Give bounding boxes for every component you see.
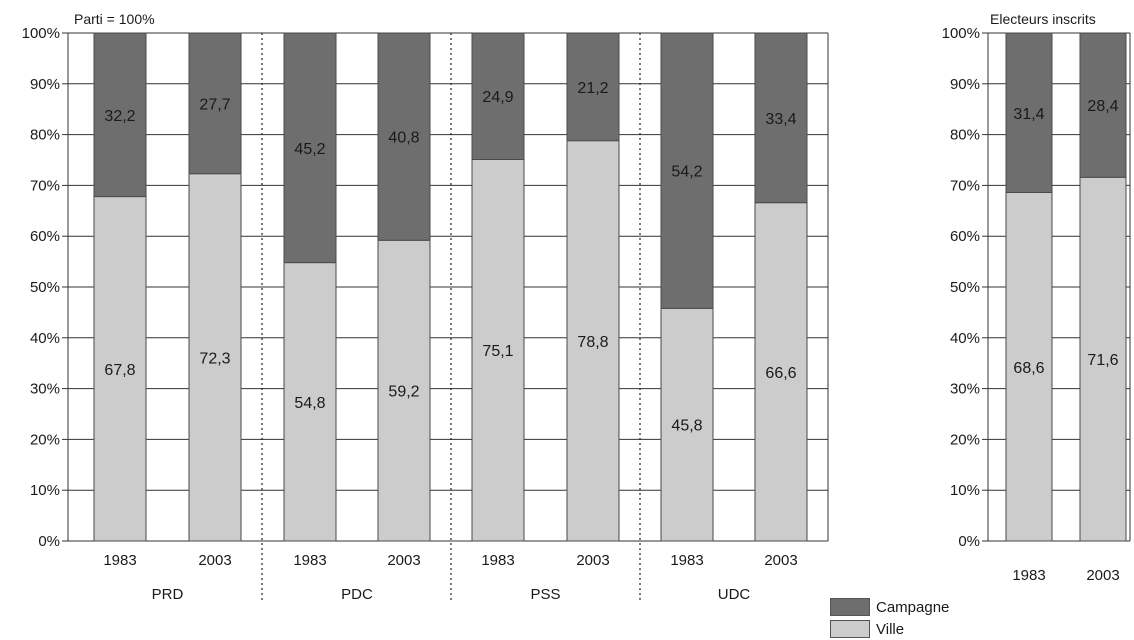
data-label-campagne: 32,2 <box>104 108 135 125</box>
y-tick-label: 0% <box>958 533 980 550</box>
group-label: PDC <box>341 586 373 600</box>
bar-campagne <box>754 32 808 204</box>
data-label-ville: 75,1 <box>482 343 513 360</box>
bar-ville <box>660 307 714 542</box>
y-tick-label: 60% <box>950 228 980 245</box>
legend-item-ville: Ville <box>830 618 949 640</box>
corner-label: Parti = 100% <box>74 11 155 27</box>
y-tick-label: 50% <box>950 279 980 296</box>
legend-swatch-ville <box>830 620 870 638</box>
group-label: PRD <box>152 586 184 600</box>
bar-campagne <box>471 32 525 160</box>
x-category-label: 1983 <box>293 552 326 569</box>
y-tick-label: 20% <box>950 431 980 448</box>
data-label-campagne: 21,2 <box>577 80 608 97</box>
y-tick-label: 10% <box>30 482 60 499</box>
bar-campagne <box>93 32 147 198</box>
data-label-ville: 67,8 <box>104 362 135 379</box>
y-tick-label: 30% <box>30 381 60 398</box>
y-tick-label: 0% <box>38 533 60 550</box>
x-category-label: 2003 <box>198 552 231 569</box>
bar-campagne <box>1005 32 1053 194</box>
data-label-ville: 68,6 <box>1013 360 1044 377</box>
x-category-label: 1983 <box>481 552 514 569</box>
x-category-label: 2003 <box>387 552 420 569</box>
legend-label-campagne: Campagne <box>876 598 950 616</box>
bar-campagne <box>1079 32 1127 178</box>
y-tick-label: 90% <box>950 76 980 93</box>
y-tick-label: 30% <box>950 381 980 398</box>
data-label-ville: 59,2 <box>388 384 419 401</box>
data-label-campagne: 31,4 <box>1013 106 1044 123</box>
data-label-campagne: 28,4 <box>1087 98 1118 115</box>
legend-label-ville: Ville <box>876 620 905 638</box>
y-tick-label: 70% <box>30 177 60 194</box>
y-tick-label: 40% <box>30 330 60 347</box>
legend-swatch-campagne <box>830 598 870 616</box>
y-tick-label: 20% <box>30 431 60 448</box>
bar-campagne <box>188 32 242 175</box>
y-tick-label: 90% <box>30 76 60 93</box>
data-label-campagne: 33,4 <box>765 111 796 128</box>
group-label: PSS <box>530 586 560 600</box>
x-category-label: 2003 <box>1086 567 1119 584</box>
bar-campagne <box>283 32 337 264</box>
y-tick-label: 60% <box>30 228 60 245</box>
data-label-ville: 66,6 <box>765 365 796 382</box>
data-label-campagne: 40,8 <box>388 130 419 147</box>
data-label-ville: 78,8 <box>577 334 608 351</box>
y-tick-label: 100% <box>22 25 60 42</box>
x-category-label: 1983 <box>670 552 703 569</box>
bar-ville <box>754 202 808 542</box>
bar-ville <box>471 158 525 542</box>
x-category-label: 2003 <box>764 552 797 569</box>
y-tick-label: 80% <box>30 127 60 144</box>
bar-ville <box>93 196 147 542</box>
y-tick-label: 80% <box>950 127 980 144</box>
bar-ville <box>283 262 337 542</box>
data-label-campagne: 27,7 <box>199 96 230 113</box>
data-label-ville: 45,8 <box>671 418 702 435</box>
data-label-ville: 71,6 <box>1087 352 1118 369</box>
data-label-campagne: 45,2 <box>294 141 325 158</box>
y-tick-label: 50% <box>30 279 60 296</box>
y-tick-label: 10% <box>950 482 980 499</box>
data-label-campagne: 54,2 <box>671 164 702 181</box>
x-category-label: 1983 <box>1012 567 1045 584</box>
group-label: UDC <box>718 586 751 600</box>
x-category-label: 1983 <box>103 552 136 569</box>
data-label-ville: 54,8 <box>294 395 325 412</box>
bar-ville <box>1079 176 1127 542</box>
y-tick-label: 100% <box>942 25 980 42</box>
y-tick-label: 40% <box>950 330 980 347</box>
bar-ville <box>1005 192 1053 542</box>
corner-label: Electeurs inscrits <box>990 11 1096 27</box>
data-label-campagne: 24,9 <box>482 89 513 106</box>
data-label-ville: 72,3 <box>199 350 230 367</box>
bar-campagne <box>566 32 620 142</box>
legend-item-campagne: Campagne <box>830 596 949 618</box>
bar-campagne <box>377 32 431 241</box>
bar-campagne <box>660 32 714 309</box>
x-category-label: 2003 <box>576 552 609 569</box>
bar-ville <box>377 239 431 542</box>
stacked-bar-chart: 0% 10% 20% 30% 40% 50% 60% 70% 80% 90% 100% Parti =… <box>22 11 1131 600</box>
y-tick-label: 70% <box>950 177 980 194</box>
legend: Campagne Ville <box>830 596 949 640</box>
